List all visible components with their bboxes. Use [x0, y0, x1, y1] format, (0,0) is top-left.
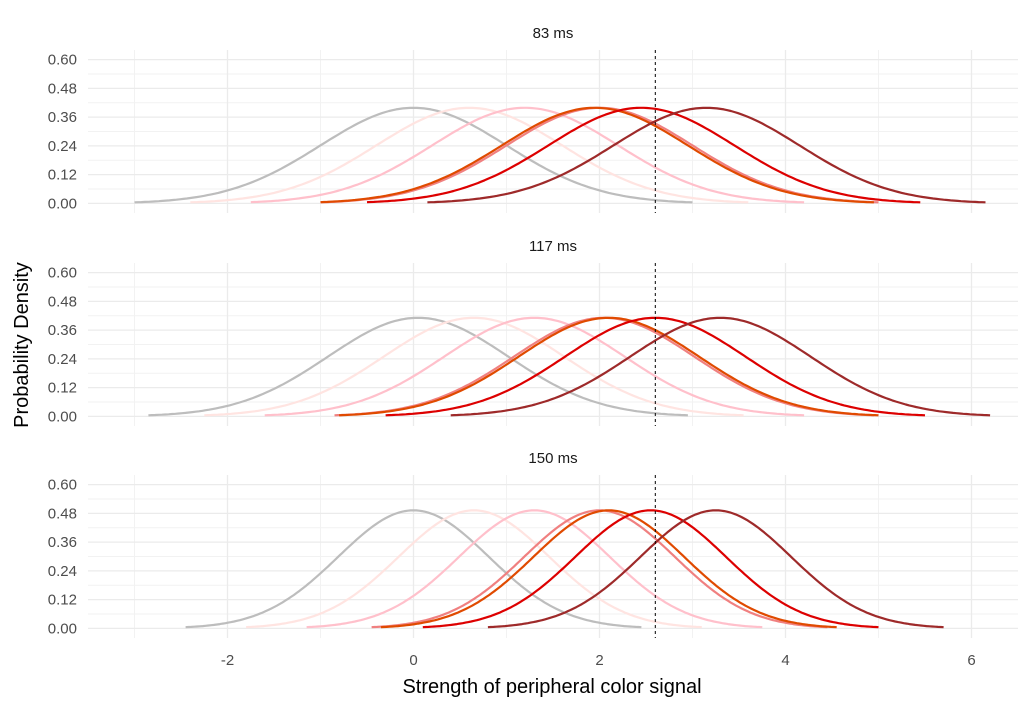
- y-tick-label: 0.48: [48, 293, 77, 310]
- x-tick-label: -2: [221, 652, 234, 669]
- y-tick-label: 0.00: [48, 195, 77, 212]
- y-tick-label: 0.12: [48, 167, 77, 184]
- density-curve: [320, 106, 874, 204]
- panel-2: 0.00 0.12 0.24 0.36 0.48 0.60 150 ms: [48, 450, 1018, 638]
- y-tick-label: 0.48: [48, 505, 77, 522]
- x-axis-tick-labels: -2 0 2 4 6: [221, 652, 976, 669]
- y-tick-label: 0.24: [48, 351, 77, 368]
- y-tick-label: 0.60: [48, 265, 77, 282]
- panel-0: 0.00 0.12 0.24 0.36 0.48 0.60 83 ms: [48, 25, 1018, 213]
- y-tick-label: 0.48: [48, 80, 77, 97]
- y-tick-label: 0.60: [48, 52, 77, 69]
- y-tick-label: 0.24: [48, 138, 77, 155]
- density-curve: [450, 316, 991, 417]
- y-axis-title: Probability Density: [11, 262, 33, 428]
- y-tick-label: 0.24: [48, 563, 77, 580]
- y-tick-label: 0.12: [48, 380, 77, 397]
- density-curve: [380, 509, 837, 629]
- chart-panels: 0.00 0.12 0.24 0.36 0.48 0.60 83 ms 0.00 0.12 0.2…: [48, 25, 1018, 638]
- y-tick-label: 0.36: [48, 534, 77, 551]
- density-curve: [422, 509, 879, 629]
- panel-title: 83 ms: [533, 25, 574, 42]
- density-curve: [148, 316, 688, 417]
- y-tick-label: 0.36: [48, 109, 77, 126]
- y-tick-label: 0.12: [48, 592, 77, 609]
- density-curve: [190, 106, 749, 204]
- x-tick-label: 2: [595, 652, 603, 669]
- density-curve: [250, 106, 805, 204]
- y-tick-label: 0.60: [48, 477, 77, 494]
- density-curve: [427, 106, 986, 204]
- density-curve: [366, 106, 921, 204]
- density-curve: [306, 509, 763, 629]
- density-curve: [339, 316, 879, 417]
- density-curve: [264, 316, 805, 417]
- x-tick-label: 0: [409, 652, 417, 669]
- x-tick-label: 6: [967, 652, 975, 669]
- y-tick-label: 0.00: [48, 620, 77, 637]
- density-curve: [487, 509, 944, 629]
- panel-title: 150 ms: [528, 450, 577, 467]
- density-curve: [204, 316, 744, 417]
- x-axis-title: Strength of peripheral color signal: [402, 676, 701, 698]
- y-tick-label: 0.36: [48, 322, 77, 339]
- density-curve: [134, 106, 693, 204]
- panel-1: 0.00 0.12 0.24 0.36 0.48 0.60 117 ms: [48, 238, 1018, 426]
- x-tick-label: 4: [781, 652, 789, 669]
- y-tick-label: 0.00: [48, 408, 77, 425]
- panel-title: 117 ms: [529, 238, 577, 255]
- density-curve: [246, 509, 702, 629]
